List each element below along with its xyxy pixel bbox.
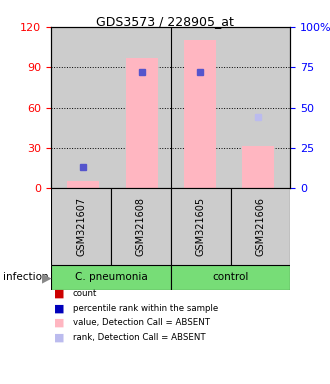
Text: count: count: [73, 289, 97, 298]
Bar: [51, 188, 111, 265]
Text: GSM321605: GSM321605: [196, 197, 206, 256]
Text: ■: ■: [54, 318, 65, 328]
Bar: [111, 188, 171, 265]
Bar: [67, 182, 99, 188]
Text: ▶: ▶: [42, 271, 52, 284]
Text: infection: infection: [3, 272, 49, 283]
Text: rank, Detection Call = ABSENT: rank, Detection Call = ABSENT: [73, 333, 205, 342]
Bar: [125, 58, 158, 188]
Text: percentile rank within the sample: percentile rank within the sample: [73, 304, 218, 313]
Text: C. pneumonia: C. pneumonia: [75, 272, 147, 283]
Text: ■: ■: [54, 289, 65, 299]
Text: ■: ■: [54, 333, 65, 343]
Bar: [184, 40, 216, 188]
Bar: [51, 265, 171, 290]
Text: GSM321608: GSM321608: [136, 197, 146, 256]
Bar: [171, 265, 290, 290]
Text: value, Detection Call = ABSENT: value, Detection Call = ABSENT: [73, 318, 210, 328]
Text: GDS3573 / 228905_at: GDS3573 / 228905_at: [96, 15, 234, 28]
Bar: [242, 146, 274, 188]
Text: GSM321606: GSM321606: [255, 197, 266, 256]
Text: control: control: [213, 272, 249, 283]
Text: GSM321607: GSM321607: [76, 197, 86, 256]
Text: ■: ■: [54, 303, 65, 313]
Bar: [231, 188, 290, 265]
Bar: [171, 188, 231, 265]
